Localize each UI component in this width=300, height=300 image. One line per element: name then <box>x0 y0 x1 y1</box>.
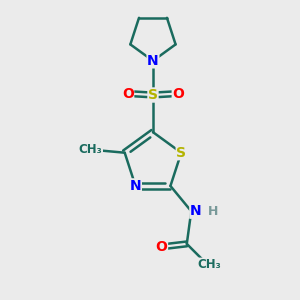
Text: O: O <box>156 240 167 254</box>
Text: S: S <box>176 146 186 160</box>
Text: O: O <box>172 86 184 100</box>
Text: N: N <box>190 204 202 218</box>
Text: O: O <box>122 86 134 100</box>
Text: S: S <box>148 88 158 102</box>
Text: N: N <box>130 179 141 193</box>
Text: N: N <box>147 54 159 68</box>
Text: H: H <box>208 205 218 218</box>
Text: CH₃: CH₃ <box>79 143 102 156</box>
Text: CH₃: CH₃ <box>197 258 221 271</box>
